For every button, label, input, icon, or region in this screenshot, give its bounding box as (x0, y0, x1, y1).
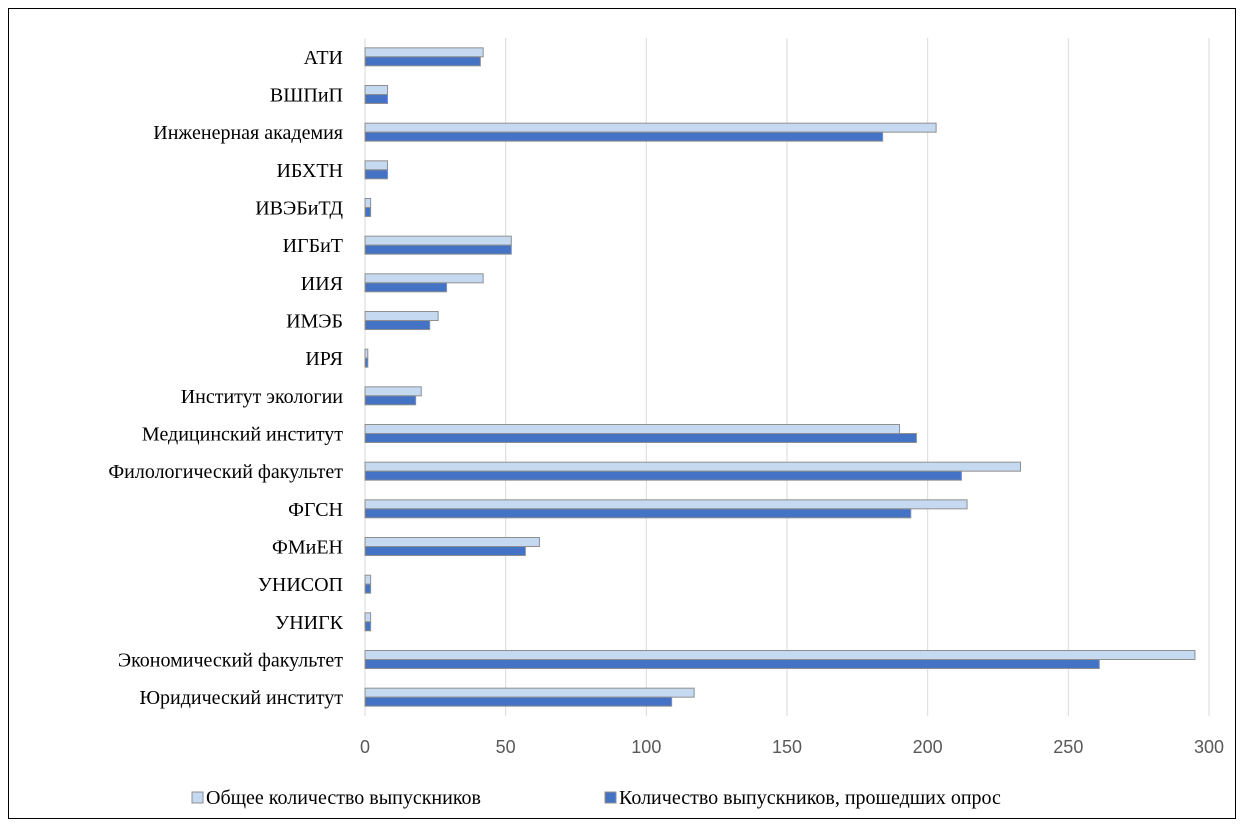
bar-surveyed (364, 583, 372, 594)
bar-surveyed (364, 320, 431, 330)
bar-total (364, 160, 389, 171)
bar-surveyed (364, 282, 448, 293)
bar-total (364, 348, 369, 359)
chart-frame (8, 8, 1236, 819)
bar-total (364, 198, 372, 208)
bar-surveyed (364, 207, 372, 217)
category-label: Инженерная академия (153, 122, 343, 144)
category-label: УНИСОП (258, 574, 343, 596)
bar-surveyed (364, 621, 372, 632)
bar-surveyed (364, 395, 417, 406)
bar-surveyed (364, 433, 917, 443)
category-label: Юридический институт (139, 687, 343, 709)
x-tick-label: 0 (360, 737, 370, 757)
bar-total (364, 574, 372, 585)
bar-surveyed (364, 131, 884, 142)
legend-item-surveyed: Количество выпускников, прошедших опрос (604, 787, 1001, 809)
bar-surveyed (364, 56, 481, 67)
bar-surveyed (364, 94, 389, 104)
bar-surveyed (364, 508, 912, 519)
bar-total (364, 687, 695, 698)
bar-total (364, 612, 372, 623)
x-tick-label: 300 (1194, 737, 1224, 757)
category-label: ФМиЕН (272, 537, 343, 559)
bar-surveyed (364, 659, 1100, 669)
bar-surveyed (364, 357, 369, 368)
category-label: УНИГК (275, 612, 344, 634)
category-label: ФГСН (288, 499, 343, 521)
category-label: ИВЭБиТД (255, 198, 343, 220)
category-label: ИБХТН (276, 160, 343, 182)
bar-total (364, 235, 512, 246)
gridlines (364, 38, 1210, 716)
x-tick-labels: 0 50 100 150 200 250 300 (360, 737, 1224, 757)
x-tick-label: 100 (631, 737, 661, 757)
category-label: ИМЭБ (286, 311, 343, 333)
category-labels: АТИ ВШПиП Инженерная академия ИБХТН ИВЭБиТД И… (108, 47, 343, 709)
bar-surveyed (364, 470, 962, 481)
category-label: Филологический факультет (108, 461, 343, 483)
bar-surveyed (364, 244, 512, 255)
legend: Общее количество выпускников Количество … (191, 787, 1001, 809)
category-label: Медицинский институт (142, 424, 343, 446)
bar-surveyed (364, 696, 673, 707)
category-label: ИРЯ (305, 348, 343, 370)
category-label: ВШПиП (270, 85, 343, 107)
bar-total (364, 461, 1022, 472)
legend-item-total: Общее количество выпускников (191, 787, 481, 809)
x-tick-label: 200 (913, 737, 943, 757)
legend-label-surveyed: Количество выпускников, прошедших опрос (619, 787, 1001, 809)
x-tick-label: 150 (772, 737, 802, 757)
bars (364, 47, 1196, 707)
bar-total (364, 499, 968, 510)
category-label: Экономический факультет (118, 650, 343, 672)
bar-total (364, 537, 540, 547)
bar-total (364, 273, 484, 284)
bar-total (364, 650, 1196, 660)
bar-total (364, 47, 484, 58)
legend-label-total: Общее количество выпускников (206, 787, 481, 809)
x-tick-label: 250 (1053, 737, 1083, 757)
legend-swatch-surveyed (604, 791, 617, 804)
bar-total (364, 424, 901, 434)
legend-swatch-total (191, 791, 204, 804)
bar-surveyed (364, 169, 389, 180)
category-label: ИИЯ (301, 273, 343, 295)
category-label: Институт экологии (181, 386, 344, 408)
bar-total (364, 122, 937, 133)
bar-total (364, 311, 439, 321)
category-label: ИГБиТ (283, 235, 343, 257)
x-tick-label: 50 (496, 737, 516, 757)
bar-total (364, 386, 422, 397)
category-label: АТИ (304, 47, 343, 69)
bar-total (364, 85, 389, 95)
bar-surveyed (364, 546, 526, 556)
